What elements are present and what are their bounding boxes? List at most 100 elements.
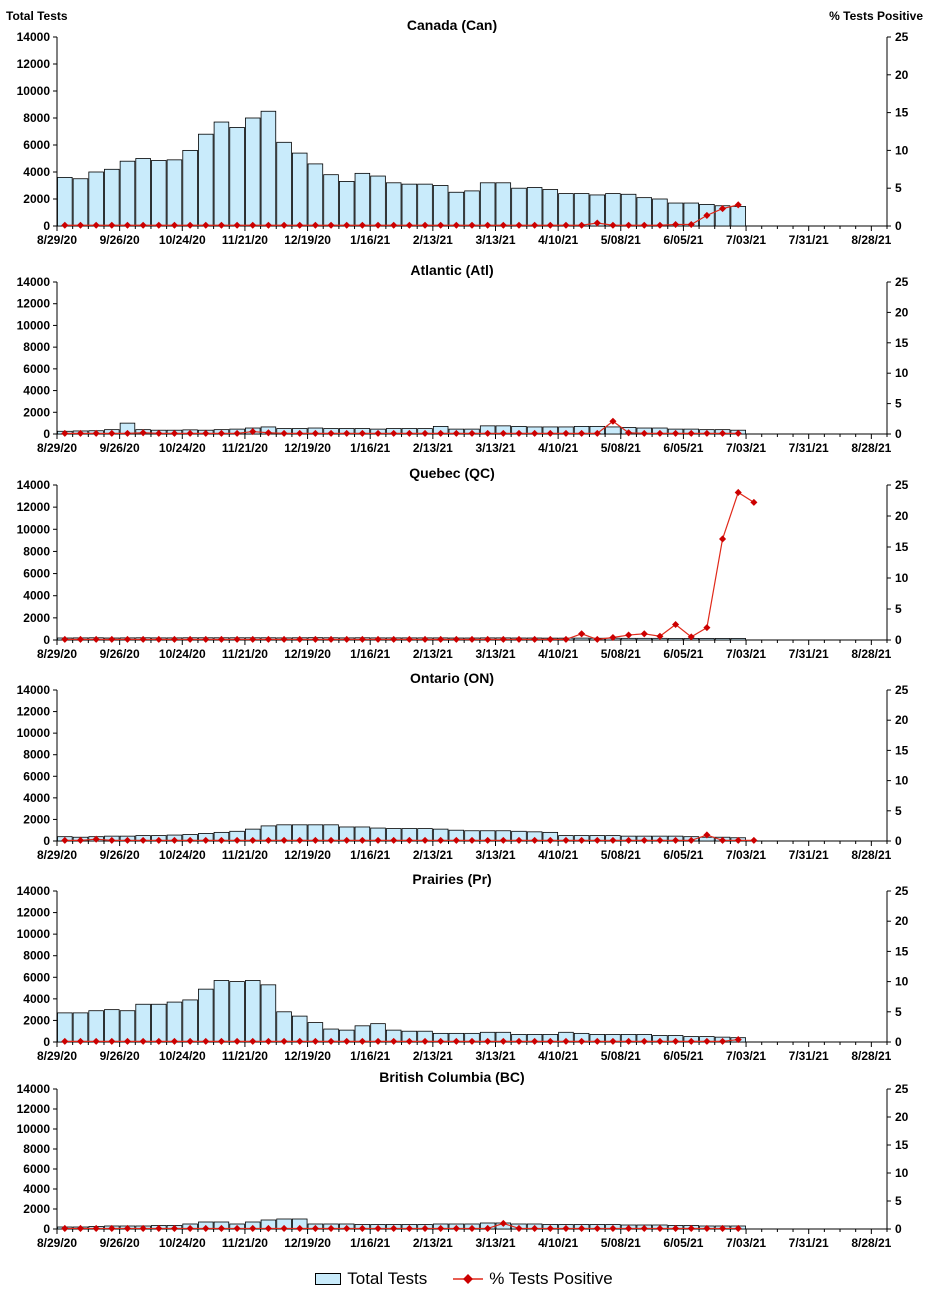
point-1-39: [672, 429, 680, 437]
point-1-36: [625, 429, 633, 437]
left-tick-label-5-3: 6000: [23, 1162, 50, 1176]
point-2-11: [233, 635, 241, 643]
legend-item-total-tests: Total Tests: [315, 1269, 427, 1289]
point-3-4: [123, 836, 132, 844]
bar-4-11: [229, 981, 245, 1043]
point-3-28: [499, 836, 507, 844]
point-3-1: [76, 836, 85, 844]
bar-1-35: [605, 426, 621, 435]
left-tick-label-4-1: 2000: [23, 1013, 50, 1027]
x-tick-label-4-1: 9/26/20: [100, 1049, 140, 1063]
left-tick-label-1-3: 6000: [23, 362, 50, 376]
left-tick-label-3-6: 12000: [17, 705, 51, 719]
x-tick-label-1-12: 7/31/21: [789, 441, 829, 455]
point-1-30: [531, 429, 539, 437]
x-tick-label-1-4: 12/19/20: [284, 441, 331, 455]
point-0-42: [719, 205, 727, 213]
point-1-9: [202, 429, 210, 437]
bar-0-23: [417, 183, 433, 227]
left-tick-label-5-0: 0: [43, 1222, 50, 1236]
point-0-26: [468, 221, 476, 229]
left-tick-label-1-2: 4000: [23, 384, 50, 398]
point-3-24: [437, 836, 445, 844]
point-1-38: [656, 429, 664, 437]
left-tick-label-4-3: 6000: [23, 970, 50, 984]
bar-0-14: [276, 141, 292, 227]
point-1-17: [327, 429, 335, 437]
right-tick-label-3-1: 5: [895, 804, 902, 818]
right-tick-label-3-3: 15: [895, 743, 909, 757]
x-tick-label-4-2: 10/24/20: [159, 1049, 206, 1063]
point-1-43: [734, 429, 742, 437]
point-3-30: [531, 836, 539, 844]
point-1-27: [484, 429, 492, 437]
point-0-27: [484, 221, 492, 229]
point-1-25: [452, 429, 460, 437]
point-3-36: [625, 836, 633, 844]
point-2-20: [374, 635, 382, 643]
x-tick-label-1-5: 1/16/21: [350, 441, 390, 455]
x-tick-label-2-2: 10/24/20: [159, 647, 206, 661]
point-3-31: [546, 836, 554, 844]
x-tick-label-5-3: 11/21/20: [222, 1236, 268, 1250]
chart-title-0: Canada (Can): [407, 17, 497, 33]
bar-0-30: [526, 187, 543, 227]
point-0-12: [249, 221, 257, 229]
left-tick-label-0-6: 12000: [17, 57, 51, 71]
point-1-16: [311, 429, 319, 437]
bar-2-43: [730, 638, 746, 641]
chart-title-1: Atlantic (Atl): [410, 262, 493, 278]
point-1-2: [92, 429, 100, 437]
x-tick-label-0-0: 8/29/20: [37, 233, 77, 247]
point-1-23: [421, 429, 429, 437]
bar-0-35: [605, 193, 621, 227]
point-1-28: [499, 429, 507, 437]
bar-0-43: [730, 206, 746, 227]
point-2-37: [640, 630, 648, 638]
point-2-29: [515, 635, 523, 643]
x-tick-label-4-6: 2/13/21: [413, 1049, 453, 1063]
point-2-41: [703, 624, 711, 632]
x-tick-label-3-13: 8/28/21: [851, 848, 891, 862]
x-tick-label-3-1: 9/26/20: [100, 848, 140, 862]
point-1-14: [280, 429, 288, 437]
point-2-39: [672, 620, 680, 629]
point-2-14: [280, 635, 288, 643]
x-tick-label-0-6: 2/13/21: [413, 233, 453, 247]
left-tick-label-1-4: 8000: [23, 340, 50, 354]
bar-0-15: [292, 152, 308, 227]
bar-0-8: [182, 149, 198, 227]
point-0-5: [139, 221, 147, 229]
bar-2-39: [667, 638, 684, 641]
left-tick-label-0-5: 10000: [17, 84, 51, 98]
point-0-24: [437, 221, 445, 229]
x-tick-label-2-4: 12/19/20: [284, 647, 331, 661]
left-tick-label-2-4: 8000: [23, 544, 50, 558]
point-5-0: [61, 1224, 69, 1232]
point-0-33: [578, 221, 586, 229]
right-tick-label-5-2: 10: [895, 1166, 909, 1180]
left-tick-label-3-7: 14000: [17, 683, 51, 697]
point-0-8: [186, 221, 194, 229]
point-2-6: [155, 635, 163, 643]
point-2-17: [327, 635, 335, 643]
point-0-40: [687, 220, 695, 229]
point-1-3: [108, 429, 116, 437]
x-tick-label-0-3: 11/21/20: [222, 233, 268, 247]
x-tick-label-0-2: 10/24/20: [159, 233, 206, 247]
bar-0-13: [260, 110, 277, 227]
bar-4-10: [213, 980, 230, 1043]
chart-title-2: Quebec (QC): [409, 465, 495, 481]
right-tick-label-4-3: 15: [895, 944, 909, 958]
x-tick-label-5-2: 10/24/20: [159, 1236, 206, 1250]
point-3-5: [139, 836, 147, 844]
bar-0-16: [307, 163, 324, 227]
right-tick-label-0-1: 5: [895, 181, 902, 195]
bar-0-18: [338, 181, 355, 227]
point-0-16: [311, 221, 319, 229]
bar-0-22: [401, 183, 418, 227]
point-3-21: [390, 836, 398, 844]
point-3-17: [327, 836, 335, 844]
point-1-10: [217, 429, 225, 437]
x-tick-label-4-3: 11/21/20: [222, 1049, 268, 1063]
